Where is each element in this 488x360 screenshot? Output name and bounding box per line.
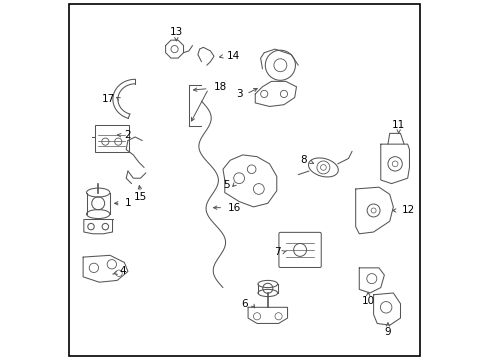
- Text: 5: 5: [223, 180, 230, 190]
- Text: 12: 12: [401, 206, 414, 216]
- Text: 16: 16: [228, 203, 241, 213]
- Text: 18: 18: [214, 82, 227, 93]
- Text: 3: 3: [235, 89, 242, 99]
- Bar: [94, 126, 129, 152]
- Text: 11: 11: [391, 120, 405, 130]
- Text: 13: 13: [169, 27, 183, 37]
- Text: 14: 14: [227, 51, 240, 61]
- Text: 1: 1: [124, 198, 131, 208]
- Text: 9: 9: [384, 327, 390, 337]
- Text: 17: 17: [102, 94, 115, 104]
- Text: 10: 10: [361, 296, 374, 306]
- Text: 4: 4: [119, 266, 125, 276]
- Text: 2: 2: [124, 130, 131, 140]
- Text: 7: 7: [273, 247, 280, 257]
- Text: 8: 8: [300, 155, 306, 165]
- Text: 15: 15: [134, 192, 147, 202]
- Text: 6: 6: [241, 299, 247, 309]
